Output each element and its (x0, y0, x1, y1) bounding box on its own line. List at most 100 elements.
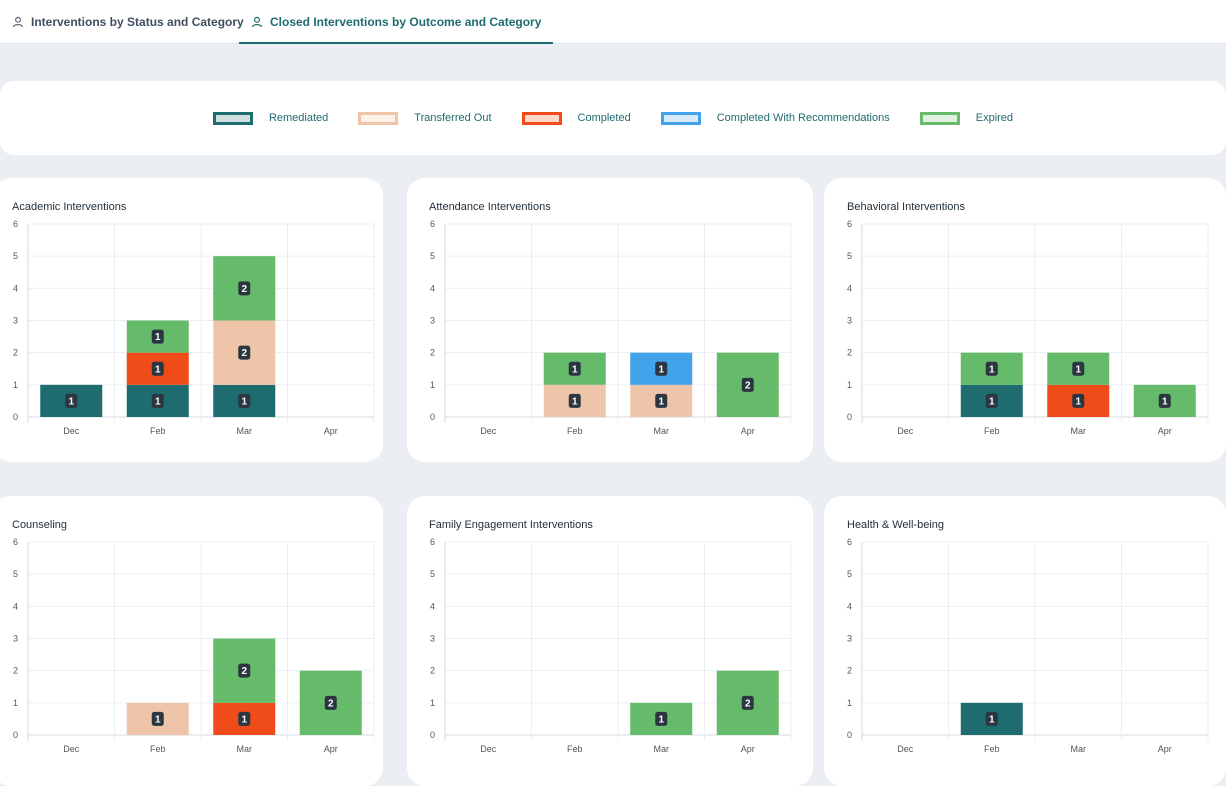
chart-title: Health & Well-being (847, 519, 945, 531)
legend-item-completed-with-recommendations[interactable]: Completed With Recommendations (660, 111, 890, 125)
data-label: 1 (572, 396, 578, 407)
y-tick-label: 5 (847, 251, 852, 261)
data-label-badge (655, 361, 668, 376)
data-label: 2 (745, 698, 751, 709)
data-label-badge (324, 695, 337, 710)
y-tick-label: 0 (13, 412, 18, 422)
chart-title: Academic Interventions (12, 201, 127, 213)
chart-card-health-wellbeing: Health & Well-being 0 1 2 3 4 5 6 Dec Feb Mar Apr 1 (824, 496, 1226, 786)
x-tick-label: Feb (567, 426, 583, 436)
tab-closed-interventions-by-outcome[interactable]: Closed Interventions by Outcome and Cate… (239, 0, 554, 44)
legend-item-remediated[interactable]: Remediated (212, 111, 328, 125)
x-tick-label: Feb (150, 426, 166, 436)
data-label: 1 (241, 396, 247, 407)
legend-label: Transferred Out (414, 112, 492, 124)
data-label-badge (151, 329, 164, 344)
x-tick-label: Apr (324, 426, 338, 436)
user-icon (251, 16, 263, 28)
y-tick-label: 2 (13, 348, 18, 358)
x-tick-label: Dec (480, 426, 497, 436)
data-label: 2 (745, 380, 751, 391)
chart-card-counseling: Counseling 0 1 2 3 4 5 6 Dec Feb Mar Apr 1 1 2 2 (0, 496, 383, 786)
legend-label: Completed With Recommendations (716, 112, 890, 124)
data-label-badge (985, 361, 998, 376)
chart-card-attendance: Attendance Interventions 0 1 2 3 4 5 6 Dec Feb Ma… (407, 178, 813, 462)
data-label-badge (655, 711, 668, 726)
legend-card: Remediated Transferred Out Completed Com… (0, 81, 1226, 155)
data-label: 2 (241, 284, 247, 295)
chart-title: Family Engagement Interventions (429, 519, 593, 531)
x-tick-label: Apr (324, 744, 338, 754)
data-label-badge (1158, 393, 1171, 408)
x-tick-label: Mar (1071, 744, 1087, 754)
legend-item-completed[interactable]: Completed (521, 111, 631, 125)
data-label: 1 (658, 396, 664, 407)
x-tick-label: Apr (741, 426, 755, 436)
legend-swatch (919, 111, 960, 125)
tab-label: Closed Interventions by Outcome and Cate… (270, 14, 542, 29)
data-label-badge (238, 393, 251, 408)
stacked-bar-chart: 0 1 2 3 4 5 6 Dec Feb Mar Apr 1 1 1 1 1 (847, 219, 1209, 436)
chart-card-family-engagement: Family Engagement Interventions 0 1 2 3 4 5 6 D… (407, 496, 813, 786)
y-tick-label: 3 (13, 316, 18, 326)
legend-item-expired[interactable]: Expired (919, 111, 1014, 125)
x-tick-label: Feb (150, 744, 166, 754)
legend-swatch (212, 111, 253, 125)
chart-legend: Remediated Transferred Out Completed Com… (0, 81, 1226, 155)
data-label: 1 (155, 364, 161, 375)
chart-title: Attendance Interventions (429, 201, 551, 213)
y-tick-label: 5 (847, 569, 852, 579)
data-label: 1 (155, 714, 161, 725)
data-label-badge (151, 361, 164, 376)
y-tick-label: 0 (430, 412, 435, 422)
x-tick-label: Apr (1158, 426, 1172, 436)
data-label: 1 (989, 714, 995, 725)
tab-label: Interventions by Status and Category (31, 14, 244, 29)
y-tick-label: 6 (430, 219, 435, 229)
data-label: 1 (1162, 396, 1168, 407)
legend-swatch (358, 111, 399, 125)
data-label-badge (741, 695, 754, 710)
x-tick-label: Dec (897, 426, 914, 436)
y-tick-label: 0 (847, 730, 852, 740)
y-tick-label: 1 (13, 380, 18, 390)
legend-label: Expired (975, 112, 1014, 124)
tab-bar: Interventions by Status and Category Clo… (0, 0, 1226, 44)
y-tick-label: 3 (430, 634, 435, 644)
y-tick-label: 5 (13, 251, 18, 261)
y-tick-label: 1 (430, 380, 435, 390)
data-label: 1 (155, 332, 161, 343)
data-label: 1 (1075, 364, 1081, 375)
data-label-badge (1072, 361, 1085, 376)
y-tick-label: 2 (847, 348, 852, 358)
x-tick-label: Mar (654, 744, 670, 754)
data-label: 2 (241, 666, 247, 677)
data-label: 1 (68, 396, 74, 407)
chart-card-behavioral: Behavioral Interventions 0 1 2 3 4 5 6 Dec Feb Ma… (824, 178, 1226, 462)
y-tick-label: 2 (847, 666, 852, 676)
data-label-badge (985, 711, 998, 726)
y-tick-label: 4 (13, 601, 18, 611)
chart-title: Behavioral Interventions (847, 201, 966, 213)
y-tick-label: 4 (13, 283, 18, 293)
y-tick-label: 1 (430, 698, 435, 708)
legend-item-transferred-out[interactable]: Transferred Out (358, 111, 492, 125)
y-tick-label: 0 (847, 412, 852, 422)
data-label-badge (238, 281, 251, 296)
x-tick-label: Feb (984, 426, 1000, 436)
data-label: 2 (328, 698, 334, 709)
data-label-badge (238, 663, 251, 678)
x-tick-label: Dec (63, 426, 80, 436)
tab-interventions-by-status[interactable]: Interventions by Status and Category (12, 0, 244, 43)
y-tick-label: 4 (430, 283, 435, 293)
stacked-bar-chart: 0 1 2 3 4 5 6 Dec Feb Mar Apr 1 (847, 537, 1209, 754)
data-label: 1 (658, 364, 664, 375)
y-tick-label: 4 (847, 601, 852, 611)
y-tick-label: 5 (13, 569, 18, 579)
stacked-bar-chart: 0 1 2 3 4 5 6 Dec Feb Mar Apr 1 1 1 1 2 (430, 219, 792, 436)
y-tick-label: 6 (847, 537, 852, 547)
x-tick-label: Mar (237, 426, 253, 436)
y-tick-label: 1 (13, 698, 18, 708)
x-tick-label: Mar (654, 426, 670, 436)
legend-swatch (521, 111, 562, 125)
